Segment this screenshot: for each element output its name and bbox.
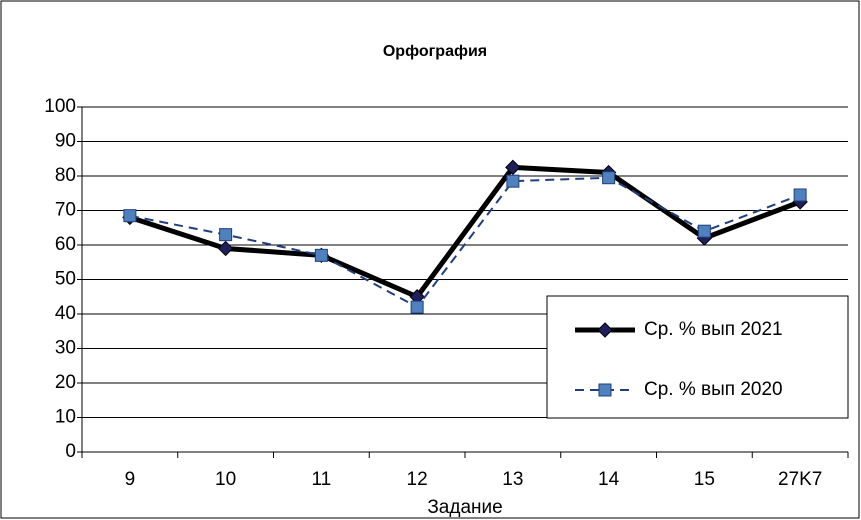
marker-square xyxy=(506,174,520,188)
y-tick-label: 100 xyxy=(44,96,76,117)
marker-square xyxy=(219,228,233,242)
marker-square xyxy=(697,224,711,238)
legend-marker xyxy=(598,383,612,397)
y-tick-label: 20 xyxy=(55,372,76,393)
x-tick-label: 11 xyxy=(312,469,332,490)
y-tick-label: 40 xyxy=(55,303,76,324)
legend-label: Ср. % вып 2021 xyxy=(644,319,783,340)
y-tick-label: 80 xyxy=(55,165,76,186)
marker-square xyxy=(602,171,616,185)
chart-title: Орфография xyxy=(383,43,487,60)
y-tick-label: 0 xyxy=(65,441,76,462)
legend-box xyxy=(546,295,849,419)
marker-square xyxy=(123,209,137,223)
marker-diamond xyxy=(217,240,234,257)
marker-square xyxy=(793,188,807,202)
series-line xyxy=(129,164,802,300)
x-tick-label: 27K7 xyxy=(778,469,822,490)
legend-marker xyxy=(597,322,613,338)
y-tick-label: 10 xyxy=(55,407,76,428)
marker-diamond xyxy=(505,159,521,176)
y-tick-label: 70 xyxy=(55,200,76,221)
marker-square xyxy=(314,248,328,262)
y-tick-label: 30 xyxy=(55,338,76,359)
y-tick-label: 90 xyxy=(55,131,76,152)
y-tick-label: 50 xyxy=(55,269,76,290)
x-tick-label: 12 xyxy=(407,469,428,490)
marker-square xyxy=(410,300,424,314)
y-tick-label: 60 xyxy=(55,234,76,255)
x-tick-label: 9 xyxy=(125,469,136,490)
x-tick-label: 15 xyxy=(694,469,715,490)
x-tick-label: 10 xyxy=(215,469,236,490)
x-axis-label: Задание xyxy=(427,497,502,518)
x-tick-label: 14 xyxy=(598,469,620,490)
series-line xyxy=(129,176,801,309)
x-tick-label: 13 xyxy=(502,469,523,490)
legend-label: Ср. % вып 2020 xyxy=(644,379,783,400)
